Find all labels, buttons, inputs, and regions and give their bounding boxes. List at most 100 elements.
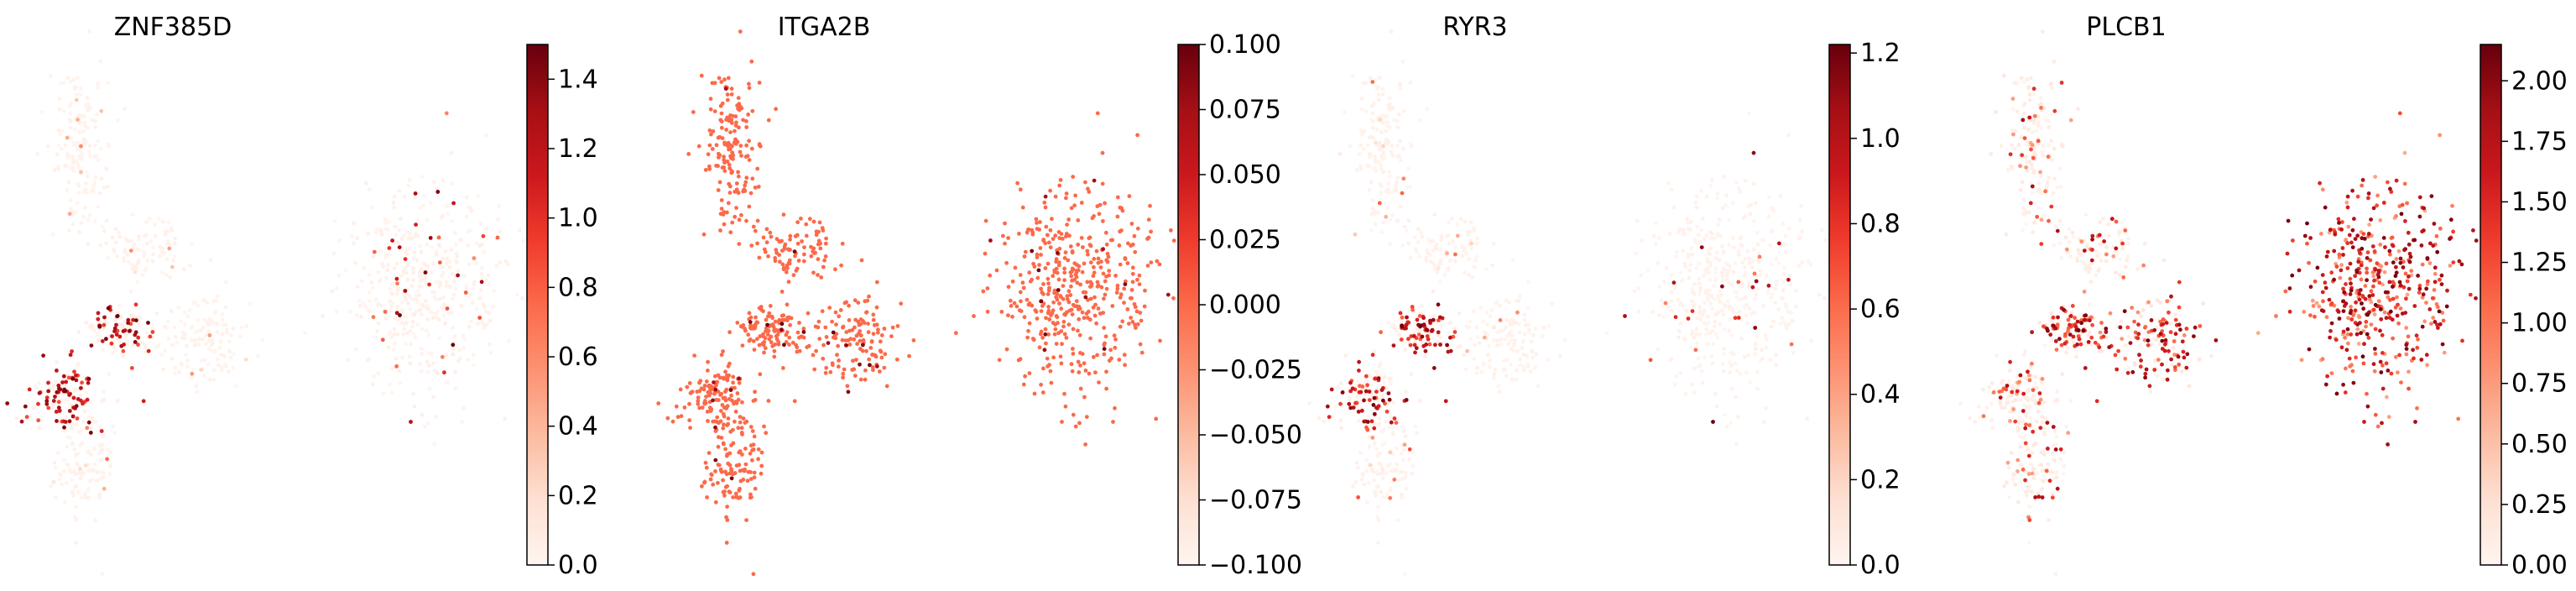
- cell-point: [1433, 246, 1438, 251]
- cell-point: [430, 361, 435, 366]
- cell-point: [2046, 447, 2050, 451]
- cell-point: [2006, 379, 2011, 384]
- cell-point: [405, 252, 409, 256]
- cell-point: [1369, 228, 1374, 233]
- cell-point: [84, 391, 89, 395]
- cell-point: [2393, 274, 2398, 279]
- cell-point: [141, 399, 146, 404]
- cell-point: [76, 191, 81, 196]
- cell-point: [707, 128, 712, 133]
- cell-point: [2089, 258, 2094, 263]
- cell-point: [1719, 270, 1724, 275]
- cell-point: [1379, 490, 1384, 494]
- cell-point: [1437, 260, 1442, 265]
- cell-point: [2055, 322, 2060, 327]
- cell-point: [1406, 218, 1411, 223]
- cell-point: [1128, 296, 1133, 301]
- cell-point: [1437, 266, 1441, 270]
- cell-point: [1645, 268, 1650, 273]
- cell-point: [1727, 328, 1731, 333]
- cell-point: [2031, 86, 2036, 92]
- cell-point: [2178, 327, 2182, 332]
- cell-point: [1400, 425, 1405, 429]
- cell-point: [1690, 253, 1694, 257]
- cell-point: [1385, 206, 1390, 211]
- cell-point: [1071, 412, 1076, 417]
- cell-point: [2360, 354, 2365, 359]
- cell-point: [1708, 252, 1712, 256]
- colorbar-tick-label: 1.00: [2511, 309, 2568, 338]
- cell-point: [2029, 147, 2033, 152]
- cell-point: [795, 349, 800, 354]
- cell-point: [1400, 59, 1405, 64]
- cell-point: [381, 391, 386, 396]
- cell-point: [2407, 369, 2411, 374]
- cell-point: [166, 337, 171, 341]
- cell-point: [346, 358, 351, 363]
- cell-point: [70, 478, 74, 483]
- cell-point: [1076, 328, 1080, 333]
- cell-point: [143, 233, 149, 238]
- cell-point: [1401, 176, 1406, 181]
- cell-point: [2357, 315, 2362, 320]
- cell-point: [1006, 313, 1010, 317]
- cell-point: [107, 471, 112, 476]
- cell-point: [2041, 479, 2046, 484]
- cell-point: [117, 340, 123, 345]
- cell-point: [2043, 118, 2048, 123]
- cell-point: [440, 274, 445, 279]
- cell-point: [745, 154, 750, 159]
- cell-point: [2366, 191, 2371, 196]
- cell-point: [2383, 290, 2388, 295]
- cell-point: [124, 332, 129, 337]
- cell-point: [476, 322, 480, 326]
- cell-point: [2348, 261, 2353, 266]
- cell-point: [1515, 368, 1519, 373]
- cell-point: [1482, 330, 1487, 335]
- cell-point: [1372, 441, 1377, 446]
- cell-point: [889, 334, 894, 338]
- cell-point: [727, 147, 731, 152]
- cell-point: [78, 121, 83, 125]
- cell-point: [2346, 316, 2350, 321]
- cell-point: [462, 337, 467, 342]
- cell-point: [1015, 180, 1019, 186]
- cell-point: [1721, 250, 1726, 255]
- cell-point: [75, 201, 80, 206]
- cell-point: [1106, 254, 1111, 259]
- cell-point: [2042, 452, 2047, 457]
- cell-point: [1451, 239, 1455, 243]
- cell-point: [1398, 86, 1403, 91]
- cell-point: [707, 393, 712, 398]
- cell-point: [383, 252, 388, 257]
- cell-point: [747, 204, 752, 209]
- cell-point: [696, 399, 701, 404]
- cell-point: [153, 233, 158, 238]
- cell-point: [1062, 278, 1066, 283]
- cell-point: [2026, 453, 2031, 458]
- cell-point: [1478, 306, 1484, 310]
- cell-point: [74, 378, 79, 383]
- cell-point: [1003, 221, 1007, 226]
- cell-point: [65, 398, 70, 402]
- cell-point: [137, 237, 142, 242]
- cell-point: [2359, 331, 2364, 336]
- cell-point: [774, 250, 779, 255]
- cell-point: [2046, 462, 2051, 467]
- cell-point: [1327, 415, 1332, 420]
- cell-point: [776, 339, 780, 344]
- cell-point: [1796, 264, 1802, 268]
- cell-point: [404, 321, 409, 325]
- cell-point: [2382, 310, 2387, 315]
- cell-point: [730, 220, 735, 225]
- cell-point: [66, 375, 71, 380]
- cell-point: [2431, 316, 2436, 320]
- cell-point: [1747, 256, 1752, 261]
- cell-point: [1980, 387, 1985, 392]
- cell-point: [2162, 342, 2167, 347]
- cell-point: [697, 405, 702, 411]
- cell-point: [1510, 333, 1515, 337]
- cell-point: [2149, 303, 2154, 308]
- cell-point: [2049, 158, 2054, 163]
- cell-point: [1771, 319, 1776, 324]
